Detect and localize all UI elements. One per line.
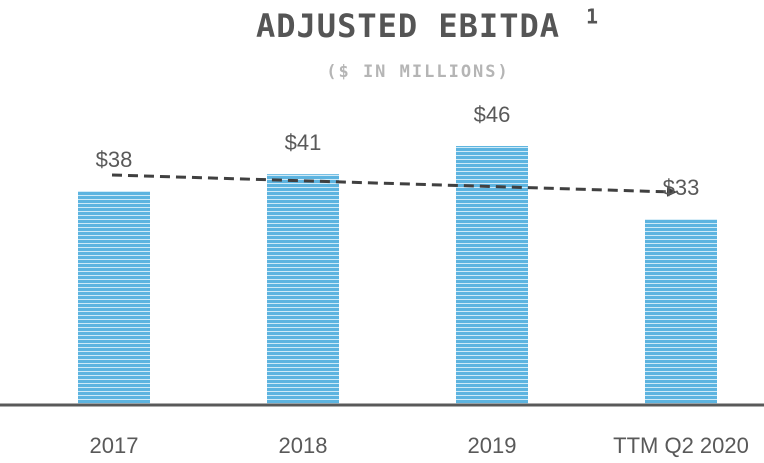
chart-title: ADJUSTED EBITDA xyxy=(256,7,560,45)
bar xyxy=(267,174,339,405)
x-tick-label: TTM Q2 2020 xyxy=(613,433,749,458)
value-label: $46 xyxy=(474,102,511,127)
x-tick-label: 2017 xyxy=(90,433,139,458)
title-note: 1 xyxy=(586,5,598,29)
value-label: $33 xyxy=(663,175,700,200)
bar xyxy=(456,146,528,405)
chart-subtitle: ($ IN MILLIONS) xyxy=(326,62,510,82)
bar xyxy=(78,191,150,405)
x-tick-label: 2019 xyxy=(468,433,517,458)
bar xyxy=(645,219,717,405)
value-label: $38 xyxy=(96,147,133,172)
x-tick-label: 2018 xyxy=(279,433,328,458)
value-label: $41 xyxy=(285,130,322,155)
trend-arrow xyxy=(111,173,677,197)
